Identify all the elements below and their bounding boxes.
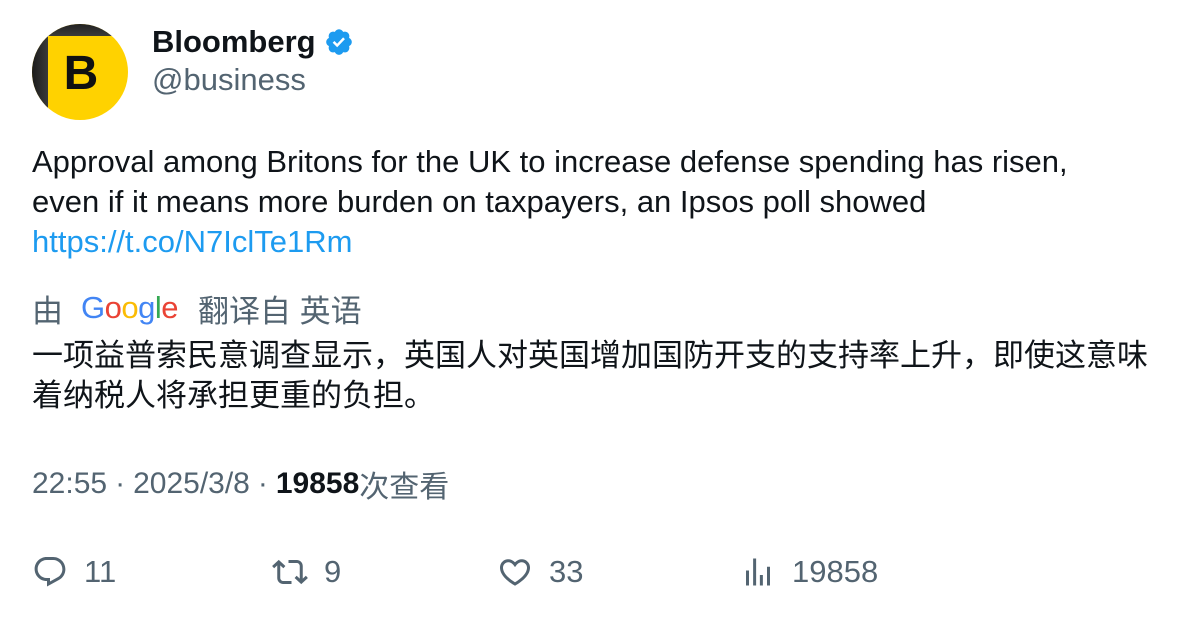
views-icon (746, 558, 770, 586)
display-name[interactable]: Bloomberg (152, 24, 316, 59)
views-action-count: 19858 (792, 554, 879, 589)
tweet-link[interactable]: https://t.co/N7IclTe1Rm (32, 224, 353, 259)
translation-attribution: 由 Google 翻译自 英语 (32, 288, 362, 329)
like-count: 33 (549, 554, 584, 589)
meta-separator: · (257, 467, 268, 500)
action-bar: 11 9 33 19858 (0, 550, 1196, 594)
translated-text: 一项益普索民意调查显示，英国人对英国增加国防开支的支持率上升，即使这意味着纳税人… (32, 338, 1148, 413)
like-button[interactable]: 33 (497, 550, 583, 594)
reply-icon (34, 557, 66, 587)
translation-suffix: 翻译自 英语 (198, 293, 362, 329)
retweet-count: 9 (324, 554, 342, 589)
views-count: 19858 (275, 467, 360, 500)
meta-separator: · (115, 467, 126, 500)
reply-button[interactable]: 11 (32, 550, 116, 594)
avatar[interactable]: B (32, 24, 128, 120)
retweet-icon (272, 559, 308, 585)
name-row: Bloomberg (152, 22, 354, 62)
verified-badge-icon (325, 29, 352, 55)
like-icon (499, 559, 531, 586)
retweet-button[interactable]: 9 (272, 550, 341, 594)
avatar-shade-left (32, 24, 48, 120)
avatar-shade-top (32, 24, 128, 36)
tweet-date[interactable]: 2025/3/8 (133, 467, 250, 500)
tweet-text-line-2: even if it means more burden on taxpayer… (32, 184, 927, 219)
google-logo: Google (81, 290, 179, 325)
avatar-letter: B (63, 47, 99, 100)
tweet-time[interactable]: 22:55 (32, 467, 108, 500)
tweet-meta: 22:55 · 2025/3/8 · 19858 次查看 (32, 464, 449, 504)
tweet-text: Approval among Britons for the UK to inc… (32, 142, 1162, 262)
views-label: 次查看 (359, 471, 450, 504)
views-button[interactable]: 19858 (740, 550, 878, 594)
tweet-text-line-1: Approval among Britons for the UK to inc… (32, 144, 1068, 179)
handle[interactable]: @business (152, 62, 306, 97)
translation-prefix: 由 (32, 293, 63, 329)
reply-count: 11 (84, 554, 117, 589)
